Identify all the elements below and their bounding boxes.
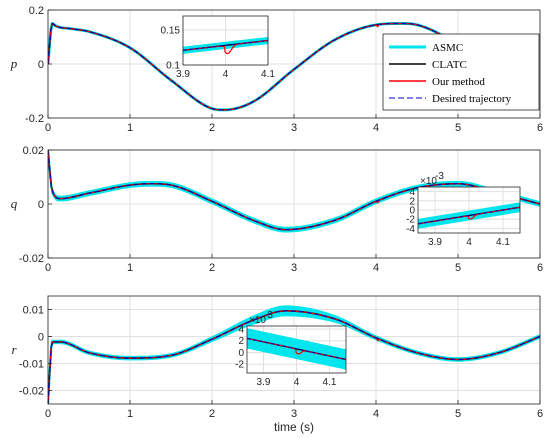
inset-x-tick-label: 3.9: [428, 237, 442, 248]
inset-x-tick-label: 4.1: [496, 237, 510, 248]
x-tick-label: 2: [209, 408, 215, 420]
inset-series: [183, 36, 268, 55]
series-group: [48, 150, 540, 233]
inset-frame: [182, 15, 269, 66]
x-tick-label: 0: [45, 122, 51, 134]
x-tick-label: 0: [45, 262, 51, 274]
inset-desired-line: [418, 206, 520, 225]
inset-y-tick-label: 0.15: [161, 26, 181, 37]
legend-label: Desired trajectory: [432, 93, 512, 105]
x-tick-label: 2: [209, 262, 215, 274]
series-desired-line: [48, 150, 540, 231]
y-tick-label: 0.02: [23, 145, 44, 157]
inset-series: [418, 202, 520, 229]
x-tick-label: 6: [537, 122, 543, 134]
y-axis-label: r: [11, 342, 17, 357]
x-tick-label: 3: [291, 122, 297, 134]
inset-x-tick-label: 3.9: [176, 69, 190, 80]
y-axis-label: p: [10, 56, 18, 71]
y-tick-label: 0: [38, 332, 44, 344]
inset-y-tick-label: 0: [238, 348, 244, 359]
inset-x-tick-label: 4: [294, 377, 300, 388]
x-tick-label: 6: [537, 262, 543, 274]
x-axis-label: time (s): [274, 420, 314, 434]
y-axis-label: q: [11, 196, 18, 211]
inset-x-tick-label: 4.1: [323, 377, 337, 388]
inset-y-tick-label: 0: [409, 206, 415, 217]
series-desired-line: [48, 310, 540, 404]
inset-x-tick-label: 3.9: [257, 377, 271, 388]
x-tick-label: 0: [45, 408, 51, 420]
inset-frame: [246, 325, 347, 374]
inset-desired-line: [247, 337, 346, 360]
inset-y-tick-label: -4: [406, 224, 415, 235]
inset-multiplier: ×10: [249, 315, 266, 326]
x-tick-label: 5: [455, 262, 461, 274]
series-asmc-line: [48, 305, 540, 404]
x-tick-label: 1: [127, 122, 133, 134]
y-tick-label: -0.02: [19, 253, 44, 265]
inset-p: 3.9 4 4.1 0.15 0.1: [161, 15, 275, 80]
inset-x-tick-label: 4: [223, 69, 229, 80]
series-asmc-line: [48, 151, 540, 233]
legend: ASMC CLATC Our method Desired trajectory: [382, 33, 540, 111]
x-tick-label: 2: [209, 122, 215, 134]
y-tick-label: 0.2: [29, 5, 44, 17]
x-tick-label: 3: [291, 262, 297, 274]
x-tick-label: 4: [373, 122, 379, 134]
panel-r: 0 1 2 3 4 5 6 0.01 0 -0.01 -0.02 r time (s): [11, 295, 543, 434]
inset-y-tick-label: 4: [238, 324, 244, 335]
x-tick-label: 5: [455, 122, 461, 134]
inset-multiplier: ×10: [420, 176, 437, 187]
inset-asmc-line: [247, 328, 346, 370]
inset-exponent: -3: [435, 171, 444, 182]
inset-frame: [417, 186, 521, 234]
y-tick-label: -0.02: [19, 386, 44, 398]
legend-label: CLATC: [432, 59, 467, 71]
x-tick-label: 1: [127, 262, 133, 274]
inset-x-tick-label: 4.1: [261, 69, 275, 80]
inset-y-tick-label: 0.1: [166, 61, 180, 72]
inset-exponent: -3: [264, 310, 273, 321]
inset-asmc-line: [418, 202, 520, 229]
inset-x-tick-label: 4: [466, 237, 472, 248]
x-tick-label: 6: [537, 408, 543, 420]
x-tick-label: 4: [373, 408, 379, 420]
x-tick-label: 5: [455, 408, 461, 420]
y-tick-label: -0.01: [19, 359, 44, 371]
inset-y-tick-label: 4: [409, 187, 415, 198]
inset-y-tick-label: -2: [235, 360, 244, 371]
series-desired-line: [48, 23, 475, 111]
series-group: [48, 22, 476, 112]
series-group: [48, 305, 540, 404]
y-tick-label: 0.01: [23, 305, 44, 317]
inset-y-tick-label: 2: [409, 196, 415, 207]
y-tick-label: 0: [38, 59, 44, 71]
x-tick-label: 1: [127, 408, 133, 420]
inset-y-tick-label: -2: [406, 215, 415, 226]
inset-series: [247, 328, 346, 370]
x-tick-label: 4: [373, 262, 379, 274]
inset-desired-line: [183, 40, 268, 51]
legend-label: Our method: [432, 76, 485, 88]
y-tick-label: 0: [38, 199, 44, 211]
inset-asmc-line: [183, 36, 268, 54]
x-tick-label: 3: [291, 408, 297, 420]
inset-y-tick-label: 2: [238, 336, 244, 347]
legend-label: ASMC: [432, 42, 463, 54]
y-tick-label: -0.2: [25, 113, 44, 125]
